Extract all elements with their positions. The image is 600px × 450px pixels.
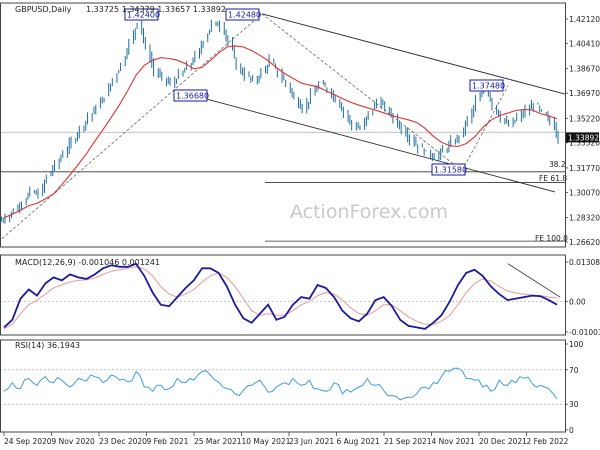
x-tick-label: 20 Dec 2021 <box>479 437 527 446</box>
macd-trendline <box>507 263 561 298</box>
last-price-marker <box>566 132 599 143</box>
last-price-label: 1.33892 <box>568 133 599 142</box>
rsi-panel <box>0 367 565 405</box>
x-tick-label: 23 Jun 2021 <box>289 437 334 446</box>
price-tick-label: 1.40410 <box>569 40 600 49</box>
watermark: ActionForex.com <box>290 201 448 223</box>
price-tick-label: 1.36970 <box>569 89 600 98</box>
trend-dashed-2 <box>261 13 463 171</box>
x-tick-label: 25 Mar 2021 <box>194 437 242 446</box>
macd-tick-label: -0.01003 <box>569 328 600 337</box>
moving-average-line <box>3 45 558 219</box>
rsi-tick-label: 30 <box>569 400 579 409</box>
channel-upper <box>261 13 566 95</box>
price-tick-label: 1.26620 <box>569 238 600 247</box>
rsi-tick-label: 100 <box>569 340 584 349</box>
x-tick-label: 9 Feb 2021 <box>147 437 189 446</box>
macd-signal-line <box>3 266 558 330</box>
ohlc-label: 1.33725 1.34379 1.33657 1.33892 <box>86 5 226 14</box>
rsi-frame <box>0 339 566 433</box>
price-tick-label: 1.42120 <box>569 15 600 24</box>
price-tick-label: 1.30070 <box>569 188 600 197</box>
price-annotation-box <box>173 89 208 102</box>
price-tick-label: 1.28320 <box>569 214 600 223</box>
price-tick-label: 1.38670 <box>569 65 600 74</box>
rsi-tick-label: 0 <box>569 426 574 435</box>
x-tick-label: 6 Aug 2021 <box>337 437 380 446</box>
price-annotation-box <box>469 79 504 92</box>
x-tick-label: 10 May 2021 <box>242 437 291 446</box>
price-annotation-box <box>124 8 159 21</box>
price-annotation-text: 1.31580 <box>434 166 467 175</box>
macd-frame <box>0 254 566 336</box>
x-tick-label: 9 Nov 2020 <box>52 437 95 446</box>
price-tick-label: 1.33520 <box>569 139 600 148</box>
price-annotation-box <box>225 8 260 21</box>
trend-dashed-1 <box>1 13 263 239</box>
x-tick-label: 2 Feb 2022 <box>527 437 569 446</box>
macd-panel <box>0 262 565 330</box>
fib-label: FE 100.0 <box>535 234 568 243</box>
macd-tick-label: 0.00 <box>569 298 586 307</box>
channel-lower <box>199 96 556 193</box>
price-annotation-text: 1.42400 <box>127 11 160 20</box>
price-panel: 1.42400 1.42480 1.36680 1.37480 1.31580 38.2 F… <box>0 8 568 243</box>
price-annotation-text: 1.37480 <box>472 82 505 91</box>
macd-tick-label: 0.013083 <box>569 258 600 267</box>
trend-dashed-3 <box>461 85 509 171</box>
price-tick-label: 1.31770 <box>569 164 600 173</box>
rsi-tick-label: 70 <box>569 366 579 375</box>
rsi-title: RSI(14) 36.1943 <box>15 341 80 350</box>
x-tick-label: 4 Nov 2021 <box>432 437 475 446</box>
price-annotation-text: 1.42480 <box>228 11 261 20</box>
x-tick-label: 24 Sep 2020 <box>4 437 52 446</box>
price-frame <box>0 2 566 248</box>
x-tick-label: 21 Sep 2021 <box>384 437 432 446</box>
price-annotation-box <box>431 163 466 176</box>
price-annotation-text: 1.36680 <box>176 92 209 101</box>
price-tick-label: 1.35220 <box>569 114 600 123</box>
fib-label: 38.2 <box>549 160 566 169</box>
symbol-label: GBPUSD,Daily <box>15 5 72 14</box>
macd-line <box>3 262 558 330</box>
x-tick-label: 23 Dec 2020 <box>99 437 147 446</box>
fib-label: FE 61.8 <box>539 174 567 183</box>
rsi-line <box>3 367 558 401</box>
macd-title: MACD(12,26,9) -0.001046 0.001241 <box>15 258 160 267</box>
